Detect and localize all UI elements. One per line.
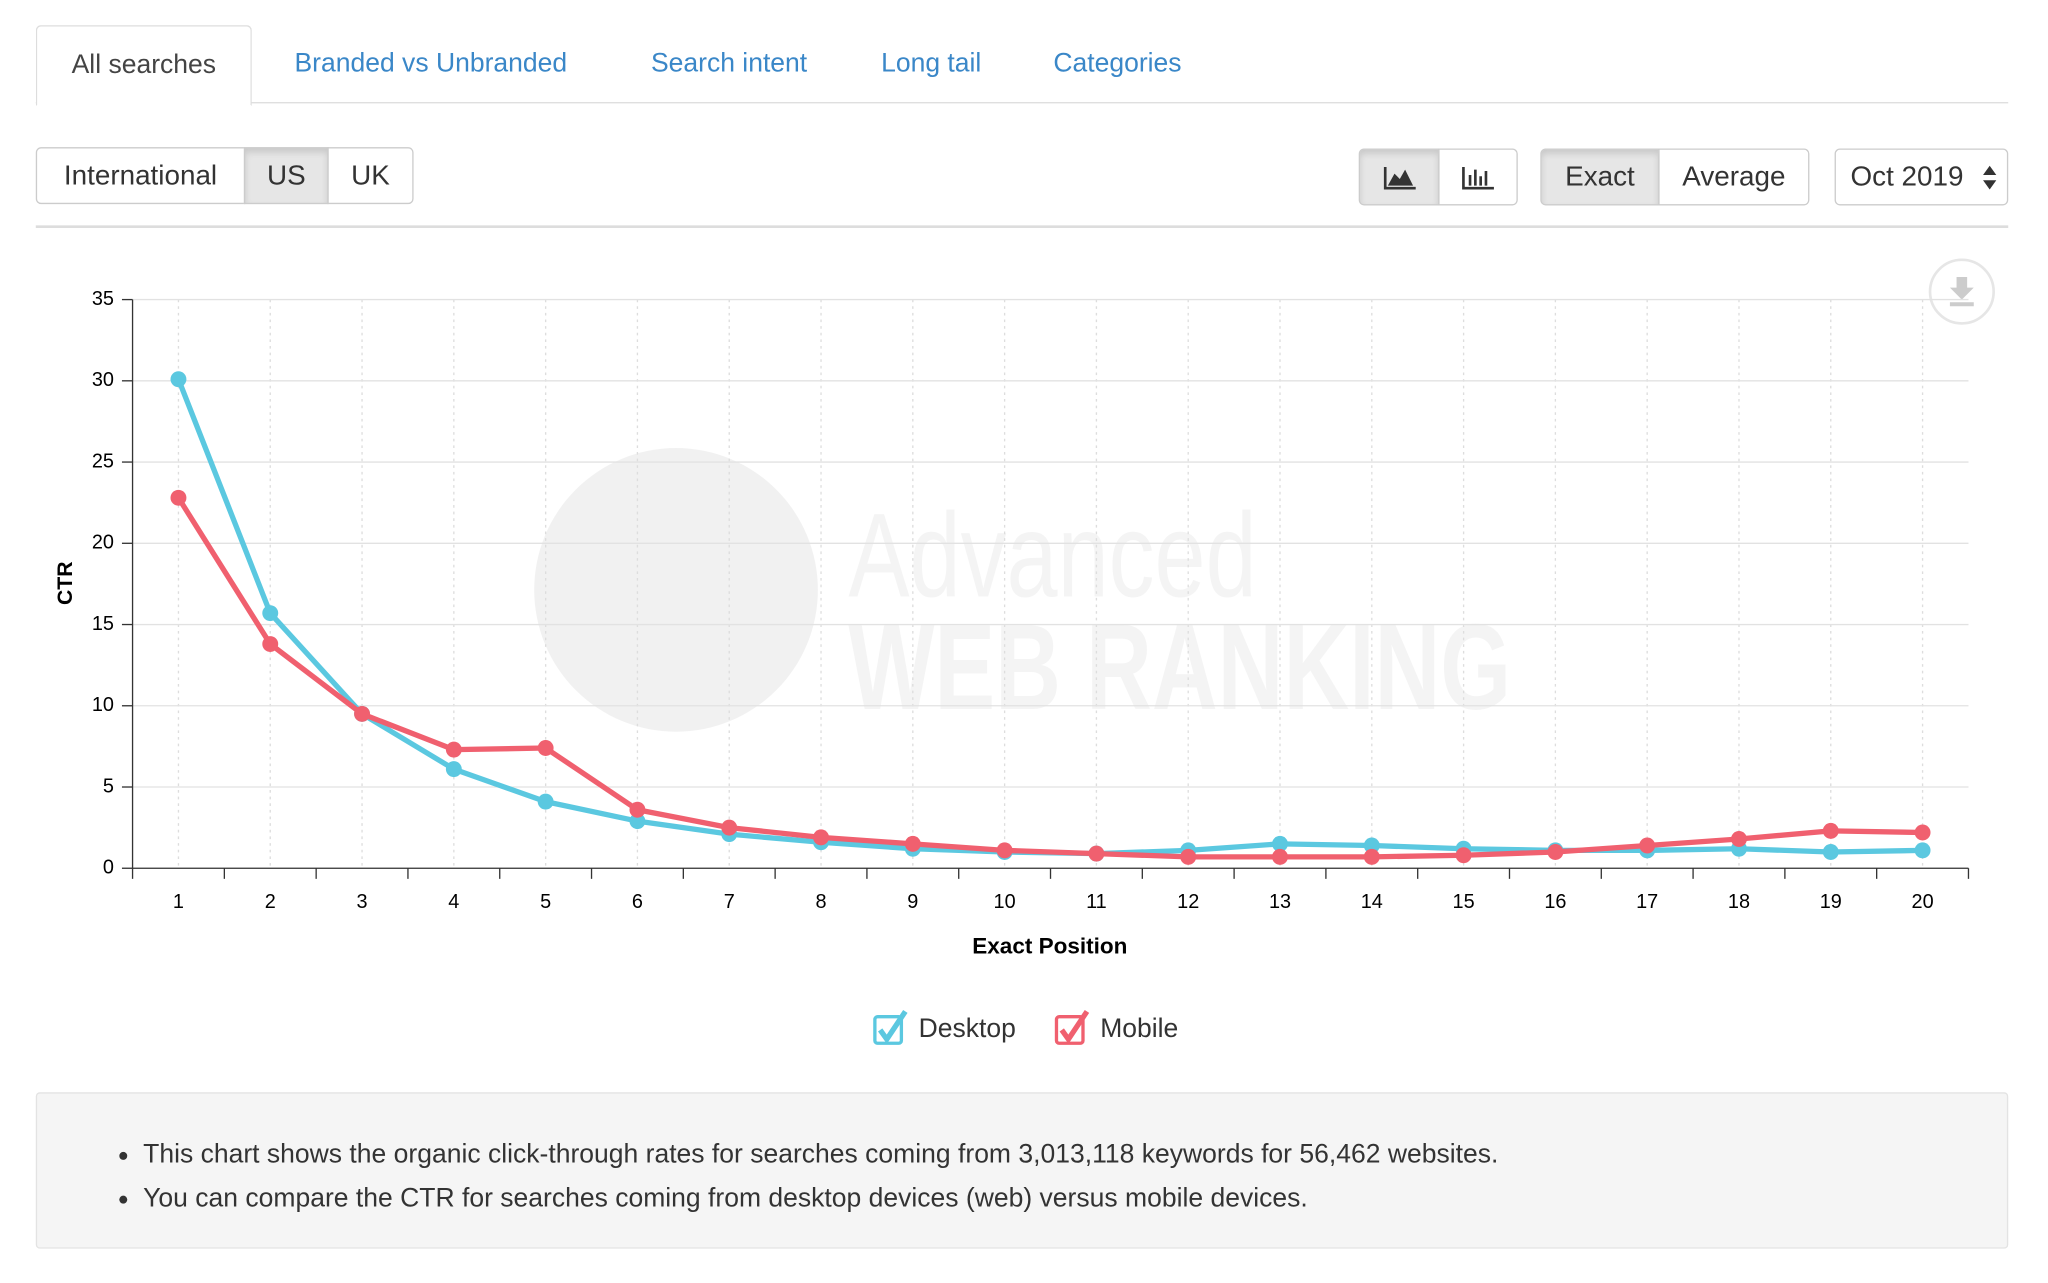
- x-tick-label: 1: [173, 891, 184, 913]
- x-tick-label: 9: [907, 891, 918, 913]
- data-point: [1180, 848, 1197, 865]
- x-tick-label: 16: [1544, 891, 1566, 913]
- y-tick-label: 5: [103, 775, 114, 797]
- data-point: [354, 705, 370, 722]
- x-tick-label: 13: [1269, 891, 1291, 913]
- data-point: [262, 636, 279, 652]
- series-line: [176, 496, 1923, 860]
- x-axis-title: Exact Position: [972, 934, 1127, 959]
- legend-item[interactable]: Mobile: [1054, 1009, 1178, 1045]
- x-tick-label: 5: [540, 891, 551, 913]
- x-tick-label: 7: [724, 891, 735, 913]
- y-tick-label: 15: [92, 613, 114, 635]
- tab-rule: [35, 102, 2009, 104]
- legend-check: [878, 1009, 908, 1044]
- download-button[interactable]: [1928, 258, 1995, 325]
- data-point: [170, 371, 187, 388]
- mode-button[interactable]: Average: [1658, 148, 1810, 206]
- x-tick-label: 17: [1636, 891, 1658, 913]
- y-tick-label: 10: [92, 694, 114, 716]
- x-tick-label: 14: [1361, 891, 1383, 913]
- data-point: [1914, 824, 1931, 841]
- info-box: This chart shows the organic click-throu…: [35, 1092, 2009, 1249]
- data-point: [1363, 837, 1380, 854]
- region-button[interactable]: UK: [327, 147, 414, 205]
- tab[interactable]: Branded vs Unbranded: [294, 49, 568, 79]
- y-tick-label: 0: [103, 856, 114, 878]
- data-point: [1914, 842, 1931, 859]
- x-tick-label: 10: [994, 891, 1016, 913]
- legend-item[interactable]: Desktop: [873, 1009, 1016, 1045]
- divider: [35, 225, 2009, 228]
- x-tick-label: 12: [1177, 891, 1199, 913]
- y-tick-label: 30: [92, 369, 114, 391]
- y-tick-label: 35: [92, 288, 114, 310]
- y-tick-label: 20: [92, 532, 114, 554]
- tab[interactable]: Categories: [1053, 49, 1182, 79]
- data-point: [1088, 845, 1105, 862]
- watermark-text: WEB RANKING: [848, 599, 1511, 735]
- x-tick-label: 15: [1453, 891, 1475, 913]
- x-tick-label: 4: [448, 891, 459, 913]
- area-icon: [1383, 167, 1416, 190]
- x-tick-label: 20: [1912, 891, 1934, 913]
- data-point: [629, 813, 646, 830]
- data-point: [262, 605, 279, 622]
- data-point: [721, 819, 738, 836]
- x-tick-label: 11: [1086, 891, 1107, 913]
- data-point: [1822, 844, 1839, 860]
- data-point: [629, 801, 646, 818]
- x-tick-label: 19: [1820, 891, 1842, 913]
- info-item: You can compare the CTR for searches com…: [143, 1177, 2007, 1221]
- data-point: [170, 489, 187, 506]
- y-tick-label: 25: [92, 450, 114, 472]
- region-button[interactable]: International: [35, 147, 246, 205]
- info-list: This chart shows the organic click-throu…: [37, 1094, 2007, 1221]
- data-point: [1731, 831, 1747, 847]
- date-select[interactable]: Oct 2019: [1834, 148, 2009, 206]
- info-item: This chart shows the organic click-throu…: [143, 1133, 2007, 1177]
- watermark: Advanced WEB RANKING: [534, 448, 1511, 735]
- bar-chart-button[interactable]: [1438, 148, 1518, 206]
- data-point: [537, 740, 554, 756]
- download-icon: [1949, 277, 1974, 307]
- legend-check: [1059, 1009, 1090, 1044]
- mode-button[interactable]: Exact: [1540, 148, 1660, 206]
- data-point: [996, 842, 1013, 859]
- x-tick-label: 2: [265, 891, 276, 913]
- data-point: [1455, 847, 1472, 864]
- tab[interactable]: All searches: [35, 25, 252, 107]
- data-point: [1363, 848, 1380, 865]
- chart: Advanced WEB RANKING CTR Exact Position …: [54, 258, 1995, 1045]
- bar-icon: [1462, 167, 1494, 190]
- data-point: [537, 793, 554, 810]
- data-point: [904, 835, 921, 852]
- x-tick-label: 3: [357, 891, 368, 913]
- tab[interactable]: Long tail: [881, 49, 982, 79]
- x-tick-label: 8: [815, 891, 826, 913]
- watermark-globe: [534, 448, 818, 732]
- data-point: [1639, 837, 1656, 854]
- tab[interactable]: Search intent: [650, 49, 808, 79]
- legend-label: Desktop: [919, 1013, 1016, 1043]
- area-chart-button[interactable]: [1358, 148, 1440, 206]
- data-point: [1272, 835, 1288, 852]
- data-point: [1822, 822, 1839, 839]
- data-point: [1547, 844, 1564, 860]
- data-point: [445, 761, 462, 778]
- x-tick-label: 6: [632, 891, 643, 913]
- select-arrows: [1983, 165, 1997, 190]
- legend-label: Mobile: [1100, 1013, 1178, 1043]
- data-point: [445, 741, 462, 758]
- y-axis-title: CTR: [54, 561, 77, 605]
- date-value: Oct 2019: [1850, 161, 1964, 193]
- data-point: [813, 829, 829, 846]
- data-point: [1272, 848, 1288, 865]
- x-tick-label: 18: [1728, 891, 1750, 913]
